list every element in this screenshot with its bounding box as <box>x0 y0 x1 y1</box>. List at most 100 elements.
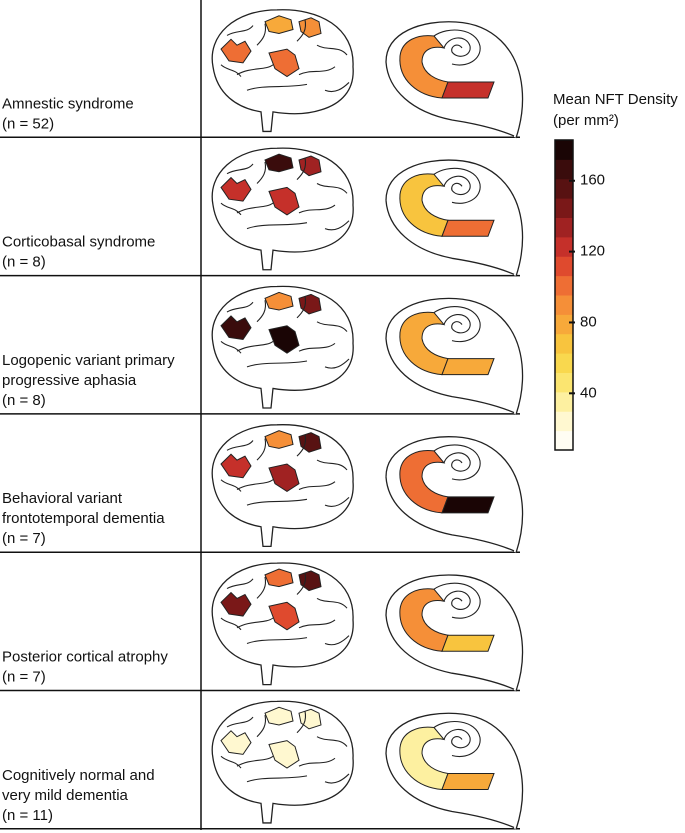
sulcus <box>316 459 348 471</box>
cortex-region <box>264 568 294 588</box>
row-label: Posterior cortical atrophy <box>2 648 168 665</box>
row-label: (n = 7) <box>2 530 46 547</box>
colorbar-swatch <box>555 391 573 412</box>
brain <box>211 147 354 271</box>
row-label: (n = 52) <box>2 115 54 132</box>
brain <box>211 424 354 547</box>
sulcus <box>296 711 307 734</box>
sulcus <box>246 637 308 644</box>
sulcus <box>324 220 350 231</box>
hippocampus-swirl <box>433 720 481 757</box>
sulcus <box>220 479 242 492</box>
sulcus <box>298 204 336 214</box>
cortex-region <box>298 155 322 177</box>
sulcus <box>296 434 307 457</box>
colorbar-title: Mean NFT Density <box>553 91 678 108</box>
sulcus <box>226 163 254 175</box>
sulcus <box>226 716 254 728</box>
sulcus <box>324 773 350 784</box>
cortex-region <box>264 291 294 311</box>
cortex-region <box>264 430 294 449</box>
cortex-region <box>298 293 322 315</box>
sulcus <box>256 300 267 323</box>
colorbar-tick-label: 120 <box>580 243 605 260</box>
colorbar-swatch <box>555 159 573 180</box>
sulcus <box>236 340 274 352</box>
brain <box>211 562 354 686</box>
hippocampus-region <box>399 450 449 514</box>
row-label: very mild dementia <box>2 787 129 804</box>
sulcus <box>296 157 307 180</box>
hippocampus <box>385 21 524 139</box>
hippocampus-swirl <box>433 29 481 66</box>
hippocampus-region <box>399 35 449 99</box>
cortex-region <box>220 453 252 479</box>
hippocampus-region <box>441 219 495 237</box>
sulcus <box>316 183 348 194</box>
colorbar-tick-label: 80 <box>580 313 597 330</box>
sulcus <box>316 321 348 332</box>
cortex-region <box>220 591 252 617</box>
sulcus <box>246 83 308 91</box>
sulcus <box>316 44 348 56</box>
hippocampus <box>385 297 524 415</box>
sulcus <box>226 301 254 313</box>
sulcus <box>226 25 254 36</box>
row-label: frontotemporal dementia <box>2 510 165 527</box>
colorbar-swatch <box>555 430 573 451</box>
cortex-region <box>268 740 300 769</box>
hippocampus-region <box>441 634 495 652</box>
sulcus <box>256 715 267 738</box>
sulcus <box>316 597 348 609</box>
sulcus <box>236 479 274 490</box>
colorbar-swatch <box>555 411 573 432</box>
sulcus <box>220 755 242 769</box>
cortex-region <box>298 708 322 730</box>
row-label: (n = 7) <box>2 668 46 685</box>
brain <box>211 285 354 409</box>
hippocampus-swirl <box>433 306 481 343</box>
sulcus <box>246 222 308 230</box>
colorbar-swatch <box>555 178 573 199</box>
row-label: Logopenic variant primary <box>2 352 175 369</box>
row-label: (n = 11) <box>2 807 53 824</box>
sulcus <box>298 619 336 629</box>
hippocampus-region <box>399 726 449 791</box>
cortex-region <box>298 17 322 38</box>
sulcus <box>316 736 348 747</box>
sulcus <box>226 440 254 451</box>
row-label: (n = 8) <box>2 254 46 271</box>
hippocampus-region <box>441 81 495 99</box>
cortex-region <box>298 432 322 453</box>
hippocampus <box>385 574 524 692</box>
hippocampus <box>385 159 524 277</box>
sulcus <box>236 64 274 76</box>
sulcus <box>256 438 267 461</box>
colorbar-units: (per mm²) <box>553 112 619 129</box>
row-label: Behavioral variant <box>2 490 123 507</box>
row-label: Cognitively normal and <box>2 767 155 784</box>
cortex-region <box>268 463 300 493</box>
colorbar-swatch <box>555 353 573 373</box>
cortex-region <box>298 570 322 592</box>
colorbar-swatch <box>555 314 573 335</box>
hippocampus-region <box>441 358 495 376</box>
hippocampus-region <box>399 311 449 376</box>
hippocampus <box>385 712 524 830</box>
sulcus <box>246 775 308 783</box>
sulcus <box>256 23 267 46</box>
colorbar-frame <box>554 139 574 451</box>
cortex-region <box>268 186 300 216</box>
hippocampus-region <box>399 173 449 237</box>
sulcus <box>246 498 308 506</box>
sulcus <box>296 572 307 595</box>
cortex-region <box>264 15 294 34</box>
colorbar-swatch <box>555 217 573 238</box>
hippocampus <box>385 436 524 554</box>
sulcus <box>220 202 242 216</box>
colorbar-tick-label: 160 <box>580 172 605 189</box>
colorbar-tick-label: 40 <box>580 384 597 401</box>
sulcus <box>298 481 336 490</box>
colorbar-swatch <box>555 295 573 315</box>
